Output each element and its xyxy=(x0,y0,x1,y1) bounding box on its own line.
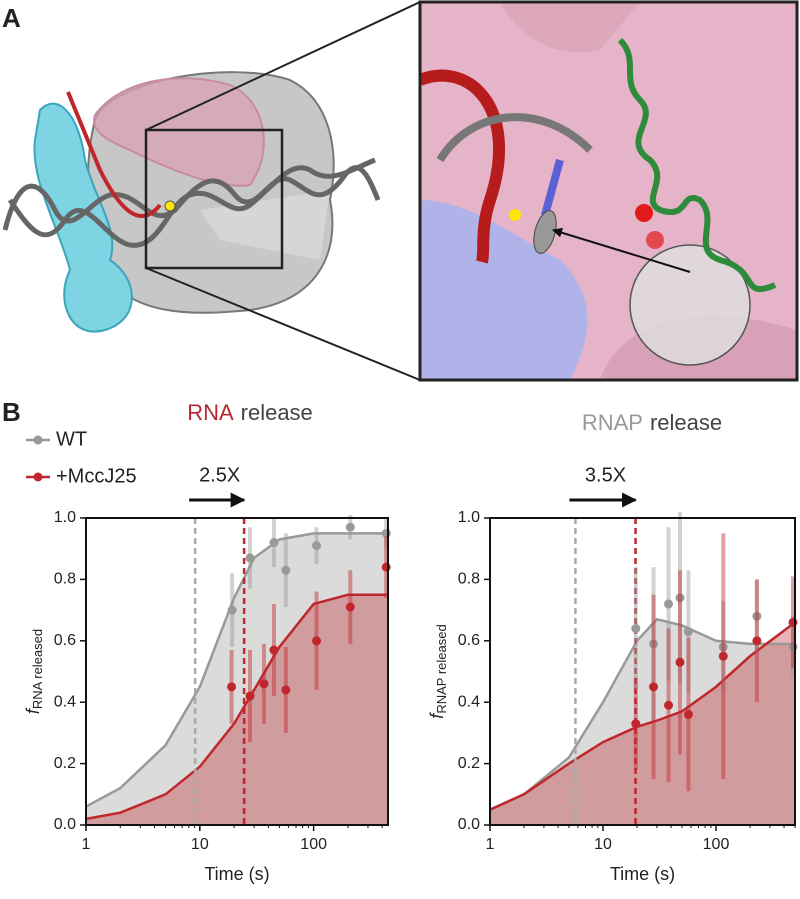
zoom-frame xyxy=(418,0,799,382)
annotation: 3.5X xyxy=(585,464,626,486)
x-tick-label: 10 xyxy=(594,836,612,853)
title-part: RNA xyxy=(187,400,234,425)
data-point xyxy=(345,522,355,532)
x-tick-label: 100 xyxy=(703,836,730,853)
data-point xyxy=(718,642,728,652)
y-axis-label: fRNAP released xyxy=(427,624,450,718)
plot-frame xyxy=(85,517,389,826)
y-tick-label: 0.0 xyxy=(458,816,480,833)
data-point xyxy=(312,541,322,551)
y-tick-label: 0.2 xyxy=(54,755,76,772)
panel-label: B xyxy=(2,397,21,427)
x-tick-label: 100 xyxy=(300,836,327,853)
data-point xyxy=(683,709,693,719)
y-tick-label: 0.6 xyxy=(458,632,480,649)
data-point xyxy=(245,691,255,701)
annotation: 2.5X xyxy=(199,464,240,486)
data-point xyxy=(345,602,355,612)
y-label-subscript: RNAP released xyxy=(434,624,449,713)
data-point xyxy=(788,617,798,627)
data-point xyxy=(675,593,685,603)
y-label-subscript: RNA released xyxy=(30,629,45,709)
schematic xyxy=(2,1,421,381)
data-point xyxy=(259,679,269,689)
y-tick-label: 1.0 xyxy=(458,509,480,526)
x-axis-label: Time (s) xyxy=(204,864,269,884)
data-point xyxy=(227,605,237,615)
data-point xyxy=(227,682,237,692)
fit-area xyxy=(490,622,795,825)
fit-area xyxy=(490,619,795,825)
data-point xyxy=(718,651,728,661)
fit-line xyxy=(85,532,388,808)
data-point xyxy=(381,562,391,572)
x-tick-label: 10 xyxy=(191,836,209,853)
legend-dot xyxy=(33,435,43,445)
data-point xyxy=(631,624,641,634)
y-tick-label: 0.0 xyxy=(54,816,76,833)
title-part: RNAP xyxy=(582,410,643,435)
chart-title: RNA release xyxy=(187,400,313,425)
data-point xyxy=(312,636,322,646)
structure-zoom xyxy=(420,2,797,380)
y-tick-label: 0.8 xyxy=(458,571,480,588)
data-point xyxy=(664,599,674,609)
data-point xyxy=(752,611,762,621)
fit-line xyxy=(489,617,795,811)
legend-label: WT xyxy=(56,428,87,450)
data-point xyxy=(281,565,291,575)
legend-label: +MccJ25 xyxy=(56,465,137,487)
title-part: release xyxy=(241,400,313,425)
y-label-symbol: f xyxy=(23,707,43,714)
title-part: release xyxy=(650,410,722,435)
x-tick-label: 1 xyxy=(82,836,91,853)
x-axis-label: Time (s) xyxy=(610,864,675,884)
y-tick-label: 1.0 xyxy=(54,509,76,526)
data-point xyxy=(245,553,255,563)
y-tick-label: 0.6 xyxy=(54,632,76,649)
data-point xyxy=(281,685,291,695)
y-axis-label: fRNA released xyxy=(23,629,46,714)
data-point xyxy=(664,700,674,710)
fit-area xyxy=(86,594,388,825)
data-point xyxy=(269,538,279,548)
data-point xyxy=(675,657,685,667)
data-point xyxy=(752,636,762,646)
panel-label: A xyxy=(2,3,21,33)
y-label-symbol: f xyxy=(427,712,447,719)
fit-line xyxy=(489,621,796,811)
data-point xyxy=(683,627,693,637)
y-tick-label: 0.4 xyxy=(458,693,480,710)
plot-frame xyxy=(489,517,796,826)
data-point xyxy=(649,639,659,649)
y-tick-label: 0.8 xyxy=(54,571,76,588)
fit-line xyxy=(85,593,388,821)
legend-dot xyxy=(33,472,43,482)
data-point xyxy=(269,645,279,655)
data-point xyxy=(649,682,659,692)
chart-title: RNAP release xyxy=(582,410,722,435)
y-tick-label: 0.4 xyxy=(54,693,76,710)
y-tick-label: 0.2 xyxy=(458,755,480,772)
data-point xyxy=(631,719,641,729)
x-tick-label: 1 xyxy=(486,836,495,853)
